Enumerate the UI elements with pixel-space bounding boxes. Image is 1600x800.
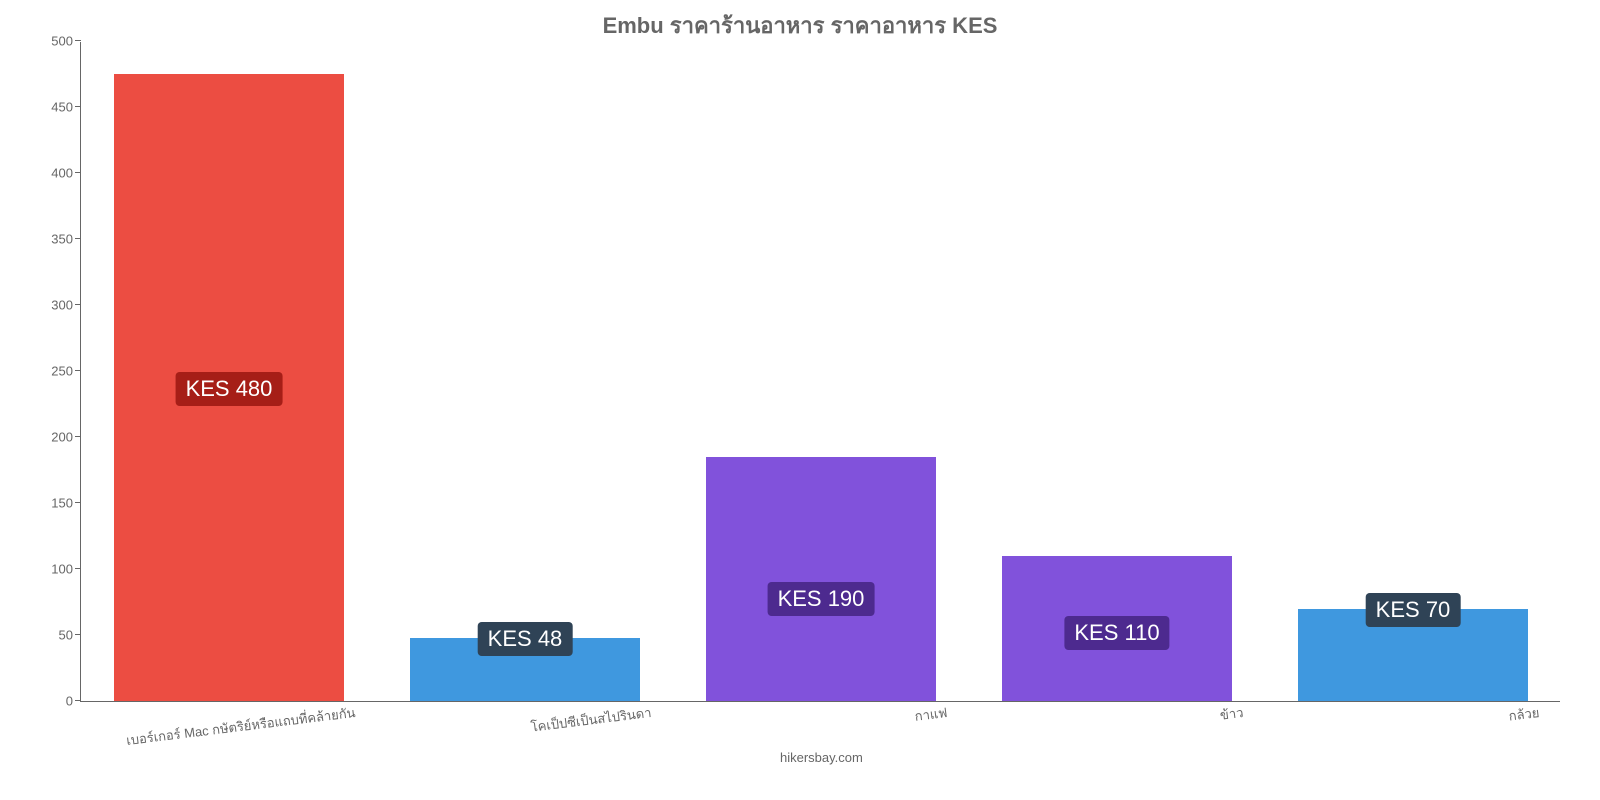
bar-value-badge: KES 70 [1366,593,1461,627]
y-tick-label: 500 [51,34,81,49]
y-tick-mark [75,436,81,437]
y-tick-mark [75,634,81,635]
x-category-label: เบอร์เกอร์ Mac กษัตริย์หรือแถบที่คล้ายกั… [57,702,357,759]
y-tick-mark [75,304,81,305]
x-category-label: ข้าว [945,702,1245,759]
y-tick-mark [75,370,81,371]
y-tick-label: 50 [59,628,81,643]
x-category-label: โคเป็ปซีเป็นสไปรินดา [353,702,653,759]
bar: KES 190 [706,457,937,701]
bar-value-badge: KES 110 [1064,616,1169,650]
bar: KES 110 [1002,556,1233,701]
y-tick-mark [75,172,81,173]
y-tick-label: 350 [51,232,81,247]
y-tick-mark [75,502,81,503]
y-tick-mark [75,700,81,701]
bar: KES 70 [1298,609,1529,701]
y-tick-mark [75,106,81,107]
y-tick-label: 250 [51,364,81,379]
bar-value-badge: KES 48 [478,622,573,656]
chart-container: Embu ราคาร้านอาหาร ราคาอาหาร KES 0501001… [0,0,1600,800]
bar-rect [706,457,937,701]
x-category-label: กล้วย [1241,702,1541,759]
bar-value-badge: KES 190 [768,582,875,616]
bar: KES 48 [410,638,641,701]
y-tick-label: 100 [51,562,81,577]
y-tick-mark [75,568,81,569]
plot-area: 050100150200250300350400450500KES 480เบอ… [80,42,1560,702]
footer-credit: hikersbay.com [780,750,863,765]
bar-value-badge: KES 480 [176,372,283,406]
bar: KES 480 [114,74,345,701]
y-tick-mark [75,238,81,239]
y-tick-label: 150 [51,496,81,511]
y-tick-mark [75,40,81,41]
y-tick-label: 400 [51,166,81,181]
y-tick-label: 450 [51,100,81,115]
y-tick-label: 300 [51,298,81,313]
chart-title: Embu ราคาร้านอาหาร ราคาอาหาร KES [0,8,1600,43]
y-tick-label: 200 [51,430,81,445]
y-tick-label: 0 [66,694,81,709]
